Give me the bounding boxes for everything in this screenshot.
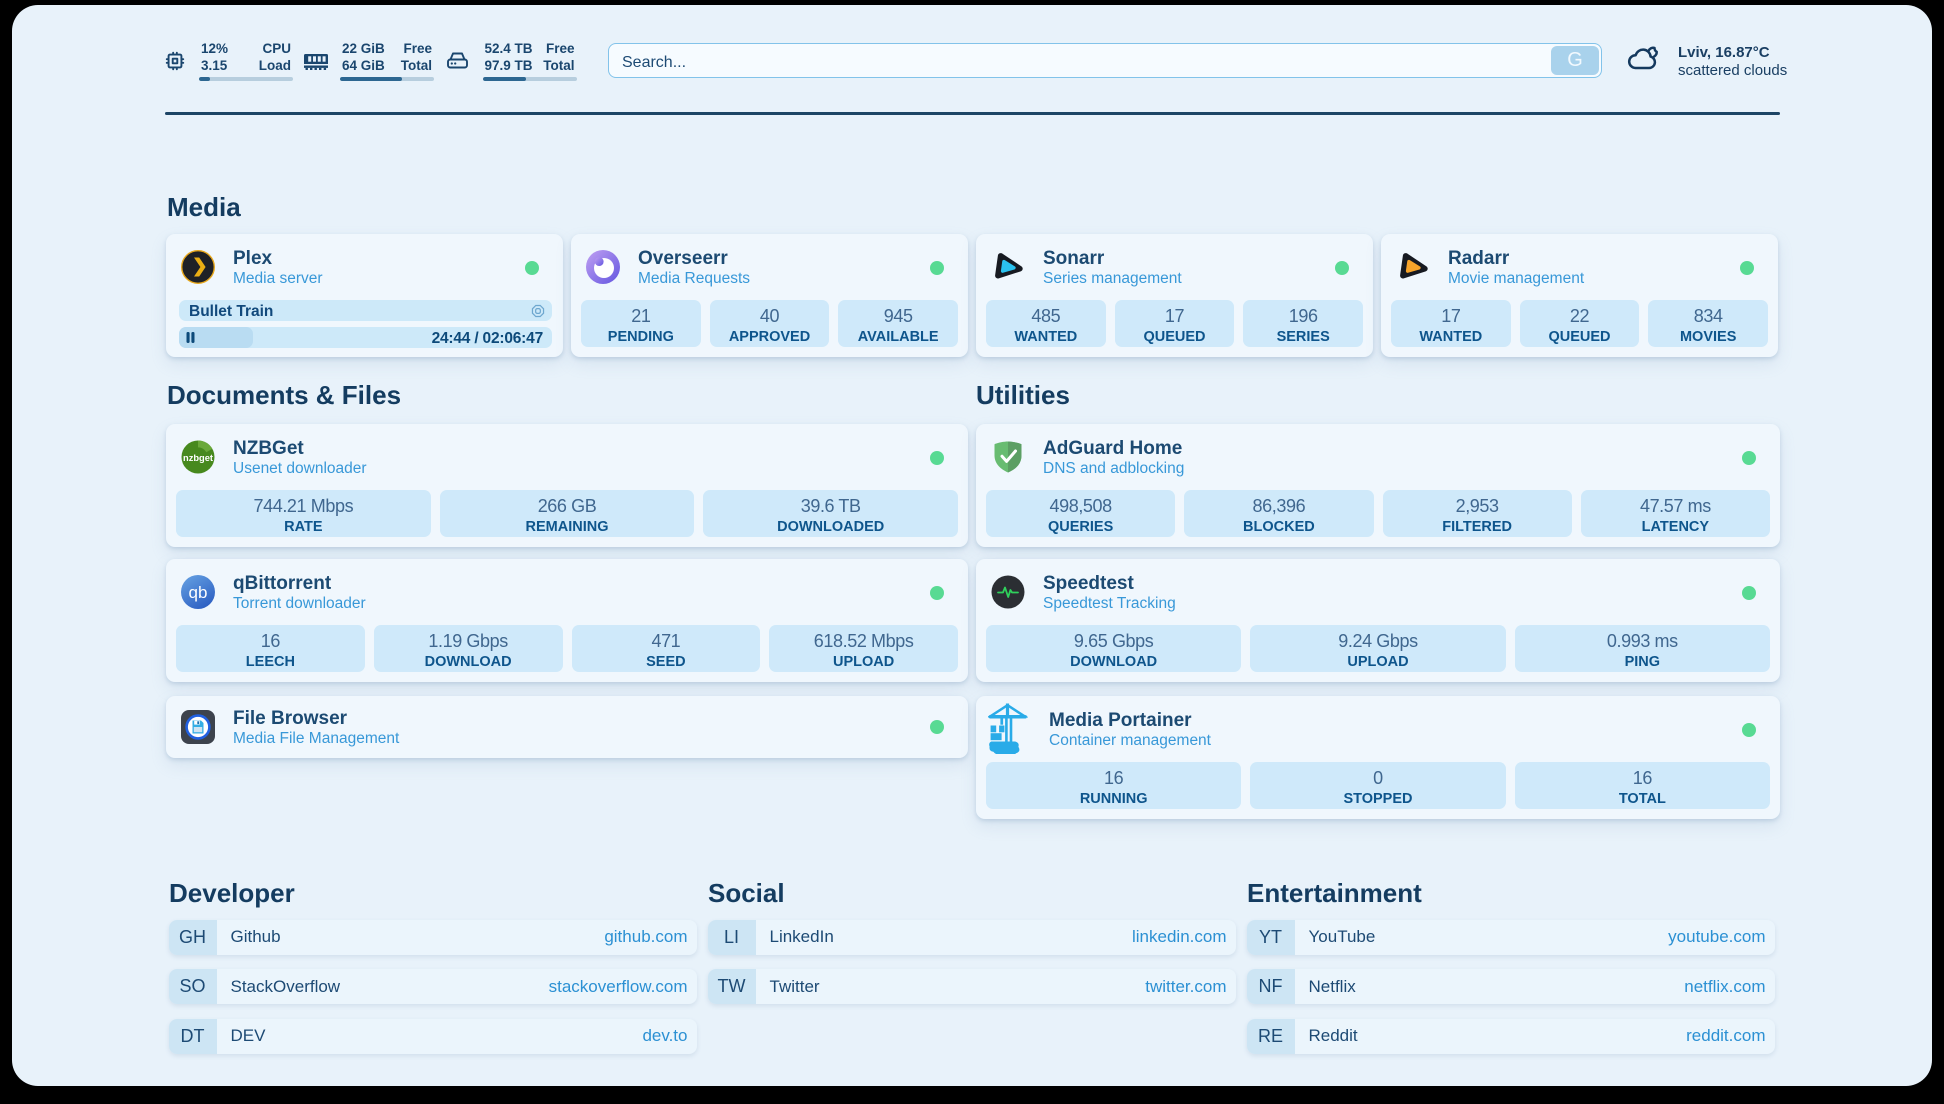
- svg-text:qb: qb: [189, 583, 208, 602]
- svg-text:nzbget: nzbget: [183, 453, 213, 463]
